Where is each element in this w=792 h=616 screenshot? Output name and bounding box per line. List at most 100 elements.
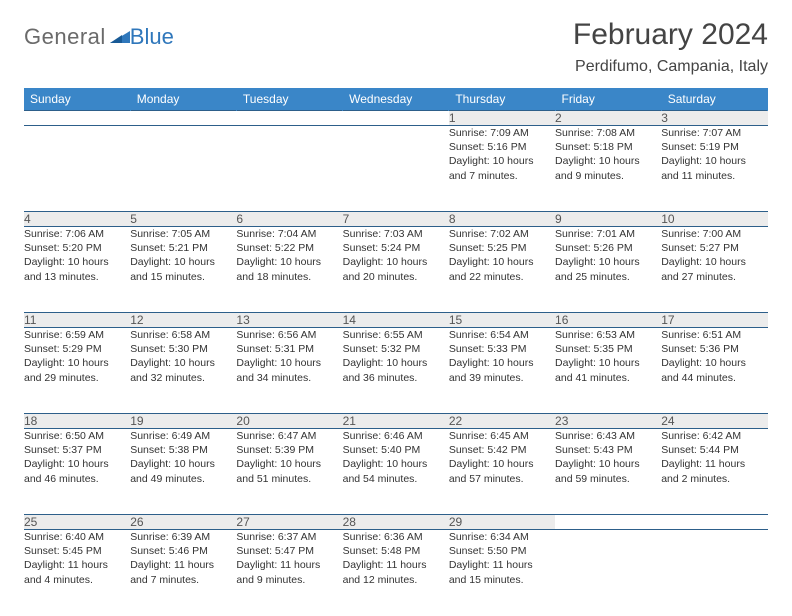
sunrise-text: Sunrise: 6:47 AM [236, 429, 342, 443]
sunset-text: Sunset: 5:22 PM [236, 241, 342, 255]
daylight2-text: and 39 minutes. [449, 371, 555, 385]
day-number-cell: 7 [343, 212, 449, 227]
daylight2-text: and 7 minutes. [130, 573, 236, 587]
day-detail-cell [130, 126, 236, 212]
logo-text-general: General [24, 24, 106, 50]
sunrise-text: Sunrise: 6:53 AM [555, 328, 661, 342]
sunset-text: Sunset: 5:33 PM [449, 342, 555, 356]
day-number-cell: 23 [555, 414, 661, 429]
day-detail-cell: Sunrise: 6:58 AMSunset: 5:30 PMDaylight:… [130, 328, 236, 414]
daylight1-text: Daylight: 11 hours [24, 558, 130, 572]
sunrise-text: Sunrise: 6:43 AM [555, 429, 661, 443]
sunset-text: Sunset: 5:20 PM [24, 241, 130, 255]
sunset-text: Sunset: 5:40 PM [343, 443, 449, 457]
detail-row: Sunrise: 6:59 AMSunset: 5:29 PMDaylight:… [24, 328, 768, 414]
sunset-text: Sunset: 5:36 PM [661, 342, 767, 356]
sunrise-text: Sunrise: 6:34 AM [449, 530, 555, 544]
daylight2-text: and 51 minutes. [236, 472, 342, 486]
daynum-row: 18192021222324 [24, 414, 768, 429]
daylight2-text: and 54 minutes. [343, 472, 449, 486]
sunset-text: Sunset: 5:31 PM [236, 342, 342, 356]
sunset-text: Sunset: 5:24 PM [343, 241, 449, 255]
logo-triangle-icon [110, 27, 130, 48]
detail-row: Sunrise: 7:06 AMSunset: 5:20 PMDaylight:… [24, 227, 768, 313]
day-detail-cell: Sunrise: 6:46 AMSunset: 5:40 PMDaylight:… [343, 429, 449, 515]
day-number-cell: 20 [236, 414, 342, 429]
daylight2-text: and 4 minutes. [24, 573, 130, 587]
sunset-text: Sunset: 5:37 PM [24, 443, 130, 457]
day-number-cell: 1 [449, 111, 555, 126]
sunrise-text: Sunrise: 6:42 AM [661, 429, 767, 443]
sunrise-text: Sunrise: 7:04 AM [236, 227, 342, 241]
day-detail-cell: Sunrise: 7:03 AMSunset: 5:24 PMDaylight:… [343, 227, 449, 313]
day-detail-cell [661, 530, 767, 616]
sunset-text: Sunset: 5:29 PM [24, 342, 130, 356]
sunset-text: Sunset: 5:48 PM [343, 544, 449, 558]
location-subtitle: Perdifumo, Campania, Italy [573, 58, 768, 76]
day-detail-cell [555, 530, 661, 616]
day-number-cell: 11 [24, 313, 130, 328]
sunrise-text: Sunrise: 7:08 AM [555, 126, 661, 140]
sunrise-text: Sunrise: 6:54 AM [449, 328, 555, 342]
day-number-cell: 24 [661, 414, 767, 429]
day-detail-cell: Sunrise: 7:08 AMSunset: 5:18 PMDaylight:… [555, 126, 661, 212]
day-detail-cell: Sunrise: 6:45 AMSunset: 5:42 PMDaylight:… [449, 429, 555, 515]
day-detail-cell: Sunrise: 7:07 AMSunset: 5:19 PMDaylight:… [661, 126, 767, 212]
daylight2-text: and 20 minutes. [343, 270, 449, 284]
daylight2-text: and 25 minutes. [555, 270, 661, 284]
daylight2-text: and 22 minutes. [449, 270, 555, 284]
daylight2-text: and 2 minutes. [661, 472, 767, 486]
sunrise-text: Sunrise: 6:40 AM [24, 530, 130, 544]
day-detail-cell: Sunrise: 6:34 AMSunset: 5:50 PMDaylight:… [449, 530, 555, 616]
calendar-table: Sunday Monday Tuesday Wednesday Thursday… [24, 88, 768, 616]
day-number-cell: 15 [449, 313, 555, 328]
day-detail-cell: Sunrise: 6:36 AMSunset: 5:48 PMDaylight:… [343, 530, 449, 616]
daynum-row: 2526272829 [24, 515, 768, 530]
daylight1-text: Daylight: 10 hours [449, 255, 555, 269]
day-detail-cell: Sunrise: 6:55 AMSunset: 5:32 PMDaylight:… [343, 328, 449, 414]
sunrise-text: Sunrise: 6:58 AM [130, 328, 236, 342]
day-detail-cell: Sunrise: 6:47 AMSunset: 5:39 PMDaylight:… [236, 429, 342, 515]
daylight1-text: Daylight: 10 hours [24, 255, 130, 269]
day-detail-cell: Sunrise: 7:05 AMSunset: 5:21 PMDaylight:… [130, 227, 236, 313]
daylight2-text: and 59 minutes. [555, 472, 661, 486]
day-detail-cell: Sunrise: 7:02 AMSunset: 5:25 PMDaylight:… [449, 227, 555, 313]
sunrise-text: Sunrise: 6:49 AM [130, 429, 236, 443]
day-detail-cell [236, 126, 342, 212]
day-number-cell: 12 [130, 313, 236, 328]
daylight1-text: Daylight: 10 hours [555, 255, 661, 269]
daylight2-text: and 13 minutes. [24, 270, 130, 284]
day-detail-cell: Sunrise: 6:54 AMSunset: 5:33 PMDaylight:… [449, 328, 555, 414]
sunset-text: Sunset: 5:45 PM [24, 544, 130, 558]
day-detail-cell: Sunrise: 7:09 AMSunset: 5:16 PMDaylight:… [449, 126, 555, 212]
daylight2-text: and 46 minutes. [24, 472, 130, 486]
day-number-cell: 8 [449, 212, 555, 227]
daylight1-text: Daylight: 10 hours [130, 457, 236, 471]
sunrise-text: Sunrise: 7:02 AM [449, 227, 555, 241]
sunset-text: Sunset: 5:35 PM [555, 342, 661, 356]
daylight2-text: and 41 minutes. [555, 371, 661, 385]
detail-row: Sunrise: 7:09 AMSunset: 5:16 PMDaylight:… [24, 126, 768, 212]
daylight1-text: Daylight: 10 hours [449, 457, 555, 471]
sunrise-text: Sunrise: 7:07 AM [661, 126, 767, 140]
daylight2-text: and 12 minutes. [343, 573, 449, 587]
daylight1-text: Daylight: 11 hours [236, 558, 342, 572]
day-number-cell: 22 [449, 414, 555, 429]
sunset-text: Sunset: 5:19 PM [661, 140, 767, 154]
sunrise-text: Sunrise: 6:59 AM [24, 328, 130, 342]
sunset-text: Sunset: 5:50 PM [449, 544, 555, 558]
day-number-cell: 5 [130, 212, 236, 227]
day-detail-cell: Sunrise: 6:37 AMSunset: 5:47 PMDaylight:… [236, 530, 342, 616]
sunset-text: Sunset: 5:38 PM [130, 443, 236, 457]
daylight1-text: Daylight: 10 hours [130, 356, 236, 370]
day-detail-cell: Sunrise: 6:43 AMSunset: 5:43 PMDaylight:… [555, 429, 661, 515]
daylight2-text: and 49 minutes. [130, 472, 236, 486]
day-number-cell [343, 111, 449, 126]
daylight1-text: Daylight: 10 hours [236, 255, 342, 269]
daylight1-text: Daylight: 10 hours [555, 356, 661, 370]
page-title: February 2024 [573, 18, 768, 52]
day-detail-cell: Sunrise: 6:42 AMSunset: 5:44 PMDaylight:… [661, 429, 767, 515]
daylight1-text: Daylight: 10 hours [236, 356, 342, 370]
col-wednesday: Wednesday [343, 88, 449, 111]
day-number-cell: 6 [236, 212, 342, 227]
